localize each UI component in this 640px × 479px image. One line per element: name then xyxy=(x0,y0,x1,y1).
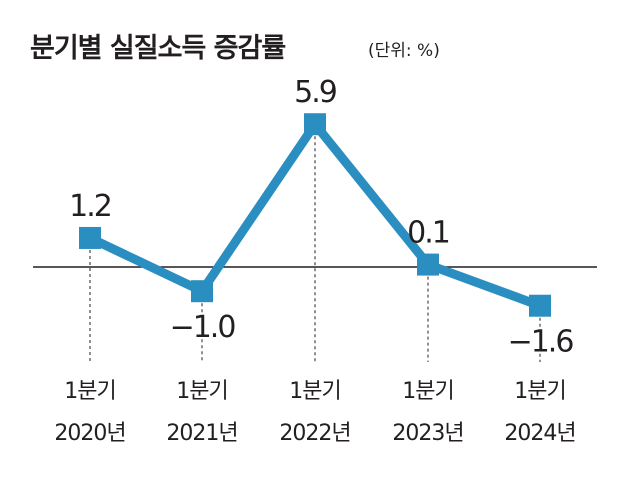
tick-label-year: 2023년 xyxy=(392,421,463,446)
tick-label-quarter: 1분기 xyxy=(64,379,115,404)
tick-label-year: 2024년 xyxy=(504,421,575,446)
data-point xyxy=(79,226,101,249)
data-label: −1.6 xyxy=(508,325,574,360)
data-point xyxy=(529,294,551,317)
chart-title: 분기별 실질소득 증감률 xyxy=(30,33,286,64)
tick-label-year: 2020년 xyxy=(54,421,125,446)
data-label: 1.2 xyxy=(69,189,111,224)
unit-note: (단위: %) xyxy=(368,41,440,61)
tick-label-quarter: 1분기 xyxy=(289,379,340,404)
data-point xyxy=(191,280,213,303)
data-point xyxy=(417,253,439,276)
data-label: 5.9 xyxy=(294,75,336,110)
tick-label-quarter: 1분기 xyxy=(176,379,227,404)
tick-label-year: 2021년 xyxy=(166,421,237,446)
tick-label-quarter: 1분기 xyxy=(514,379,565,404)
data-label: 0.1 xyxy=(407,216,449,251)
data-label: −1.0 xyxy=(170,310,236,345)
data-point xyxy=(304,113,326,136)
tick-label-year: 2022년 xyxy=(279,421,350,446)
tick-label-quarter: 1분기 xyxy=(402,379,453,404)
